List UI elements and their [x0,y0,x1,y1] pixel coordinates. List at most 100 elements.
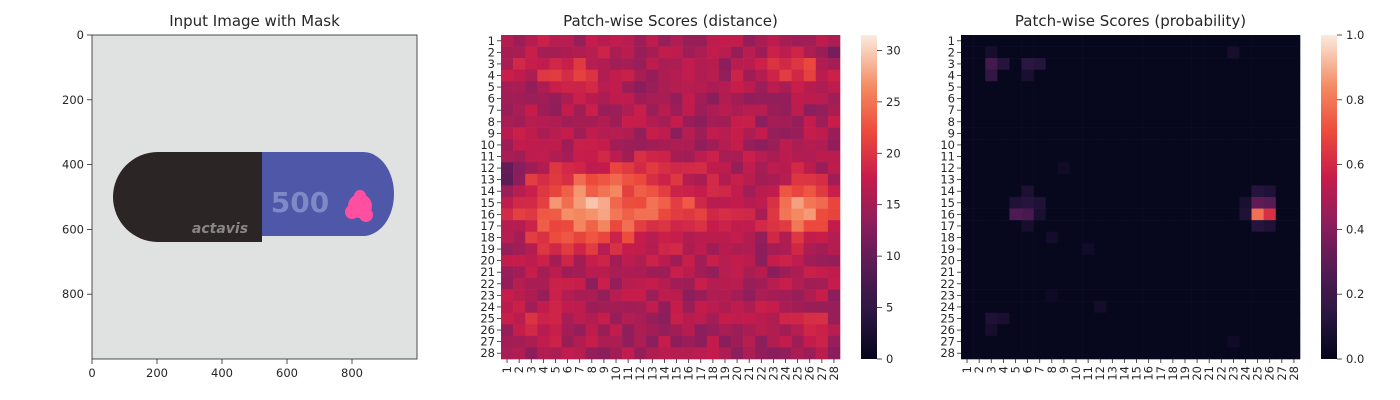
heatmap-cell [622,173,635,186]
heatmap-cell [755,231,768,244]
heatmap-cell [561,116,574,128]
heatmap-cell [1215,46,1228,59]
heatmap-cell [718,139,732,152]
heatmap-cell [1045,58,1059,71]
heatmap-cell [597,243,611,256]
heatmap-cell [1275,185,1289,198]
heatmap-cell [815,139,829,152]
heatmap-y-tick-label: 22 [480,277,495,291]
heatmap-cell [815,58,829,71]
heatmap-cell [513,254,526,267]
heatmap-cell [682,347,696,360]
heatmap-cell [1227,162,1240,175]
heatmap-cell [1106,116,1119,128]
heatmap-cell [743,139,756,152]
heatmap-cell [549,116,562,128]
heatmap-cell [1275,266,1289,279]
heatmap-cell [1118,104,1131,117]
heatmap-cell [985,254,998,267]
heatmap-cell [573,35,587,47]
heatmap-cell [537,301,550,314]
heatmap-cell [731,289,744,302]
heatmap-cell [622,46,635,59]
heatmap-cell [513,150,526,163]
heatmap-cell [525,139,538,152]
image-y-tick-label: 600 [62,222,84,236]
image-x-ticks: 0 200 400 600 800 [88,359,363,380]
heatmap-cell [513,58,526,71]
heatmap-cell [670,231,683,244]
heatmap-cell [1154,208,1168,221]
heatmap-cell [1203,335,1216,348]
heatmap-cell [1130,116,1143,128]
heatmap-cell [573,324,587,337]
heatmap-cell [767,139,780,152]
heatmap-cell [1287,92,1301,105]
heatmap-cell [1094,301,1107,314]
heatmap-cell [1033,35,1047,47]
heatmap-cell [1106,162,1119,175]
heatmap-cell [1094,278,1107,290]
heatmap-cell [743,104,756,117]
heatmap-cell [1033,347,1047,360]
heatmap-cell [1082,231,1095,244]
heatmap-cell [1239,139,1252,152]
heatmap-cell [1227,312,1240,325]
heatmap-cell [731,197,744,209]
heatmap-y-tick-label: 8 [948,115,955,129]
heatmap-cell [767,208,780,221]
heatmap-cell [779,69,792,82]
heatmap-cell [1021,69,1034,82]
heatmap-cell [658,58,671,71]
heatmap-cell [961,185,974,198]
heatmap-cell [731,324,744,337]
heatmap-x-tick: 12 [633,359,647,381]
heatmap-cell [718,220,732,233]
heatmap-cell [1275,254,1289,267]
heatmap-cell [658,162,671,175]
heatmap-cell [1009,324,1022,337]
heatmap-cell [1287,104,1301,117]
heatmap-cell [755,69,768,82]
heatmap-cell [1215,266,1228,279]
heatmap-cell [1178,185,1192,198]
heatmap-cell [1275,312,1289,325]
heatmap-cell [537,35,550,47]
heatmap-cell [755,139,768,152]
heatmap-cell [597,301,611,314]
heatmap-x-tick: 3 [524,359,538,373]
heatmap-cell [791,139,804,152]
heatmap-cell [1130,197,1143,209]
heatmap-cell [537,231,550,244]
heatmap-cell [1166,69,1180,82]
heatmap-cell [597,46,611,59]
heatmap-cell [609,127,623,140]
heatmap-cell [501,324,514,337]
heatmap-y-tick: 2 [488,45,501,59]
image-x-tick-label: 800 [341,366,363,380]
heatmap-cell [1045,266,1059,279]
heatmap-cell [597,58,611,71]
heatmap-cell [513,208,526,221]
heatmap-cell [1021,150,1034,163]
image-x-tick: 800 [341,359,363,380]
heatmap-cell [1275,301,1289,314]
heatmap-cell [646,127,659,140]
heatmap-x-tick: 11 [621,359,635,381]
heatmap-y-tick: 23 [480,288,501,302]
heatmap-cell [1227,266,1240,279]
heatmap-cell [537,150,550,163]
heatmap-cell [682,243,696,256]
heatmap-cell [537,335,550,348]
heatmap-cell [973,92,986,105]
heatmap-x-tick: 19 [718,359,732,381]
heatmap-y-tick: 27 [940,335,961,349]
heatmap-cell [537,278,550,290]
heatmap-cell [634,254,647,267]
heatmap-cell [1009,139,1022,152]
heatmap-cell [634,150,647,163]
heatmap-cell [1287,289,1301,302]
heatmap-cell [1094,173,1107,186]
heatmap-cell [973,185,986,198]
heatmap-cell [961,289,974,302]
